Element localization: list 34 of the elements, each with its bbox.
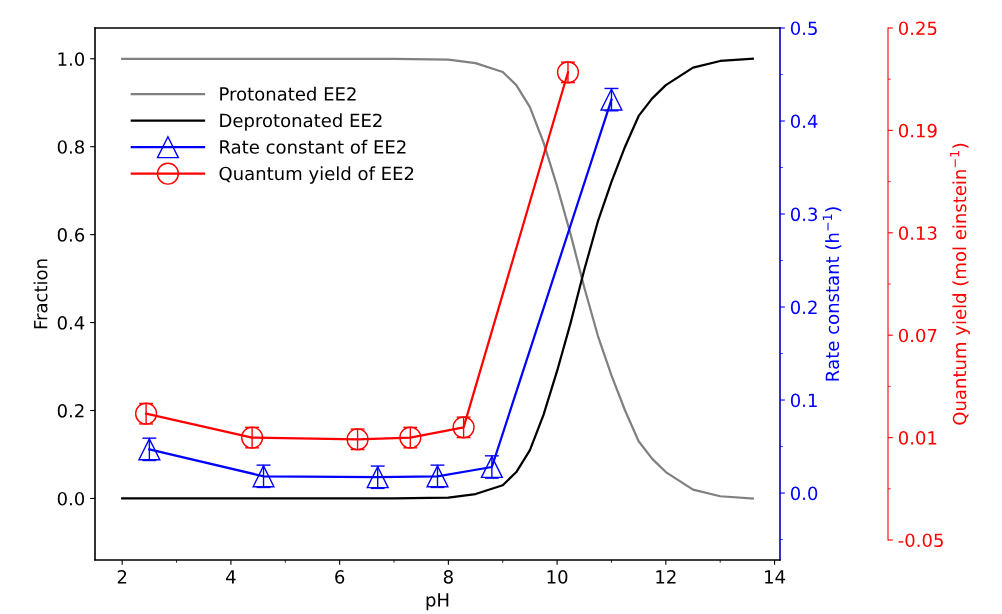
line-series: [121, 57, 754, 500]
x-tick-label: 4: [226, 570, 236, 584]
y3-tick-label: 0.19: [898, 123, 937, 138]
y-tick-label: 1.0: [58, 52, 85, 66]
x-tick-label: 6: [335, 570, 345, 584]
legend-label: Protonated EE2: [220, 86, 356, 101]
x-tick-label: 8: [443, 570, 453, 584]
x-tick-label: 10: [547, 570, 568, 584]
legend-label: Deprotonated EE2: [220, 113, 382, 131]
y3-axis-title: Quantum yield (mol einstein$^{−1}$): [949, 143, 970, 425]
x-tick-label: 14: [765, 570, 786, 584]
y2-tick-label: 0.1: [790, 393, 817, 408]
y3-tick-label: 0.25: [898, 21, 937, 36]
y-tick-label: 0.8: [57, 140, 85, 154]
y-tick-label: 0.6: [57, 228, 85, 242]
y3-tick-label: 0.13: [898, 226, 937, 240]
y3-tick-label: 0.07: [898, 328, 937, 343]
legend-label: Quantum yield of EE2: [219, 166, 414, 184]
x-axis-title: pH: [426, 593, 449, 611]
y-tick-label: 0.2: [57, 403, 84, 418]
y2-tick-label: 0.4: [790, 114, 818, 129]
y3-tick-label: 0.01: [898, 431, 937, 445]
y2-tick-label: 0.0: [790, 486, 818, 501]
y3-tick-label: -0.05: [898, 533, 943, 548]
x-tick-label: 2: [117, 570, 127, 584]
y2-tick-label: 0.3: [790, 207, 817, 222]
y-tick-label: 0.4: [57, 316, 85, 330]
y2-tick-label: 0.2: [790, 300, 817, 315]
x-tick-label: 12: [656, 570, 676, 584]
y-tick-label: 0.0: [57, 491, 85, 506]
legend-label: Rate constant of EE2: [220, 139, 406, 154]
y-axis-title: Fraction: [33, 259, 48, 329]
y2-tick-label: 0.5: [790, 21, 817, 36]
y2-axis-title: Rate constant (h$^{−1}$): [822, 207, 842, 381]
